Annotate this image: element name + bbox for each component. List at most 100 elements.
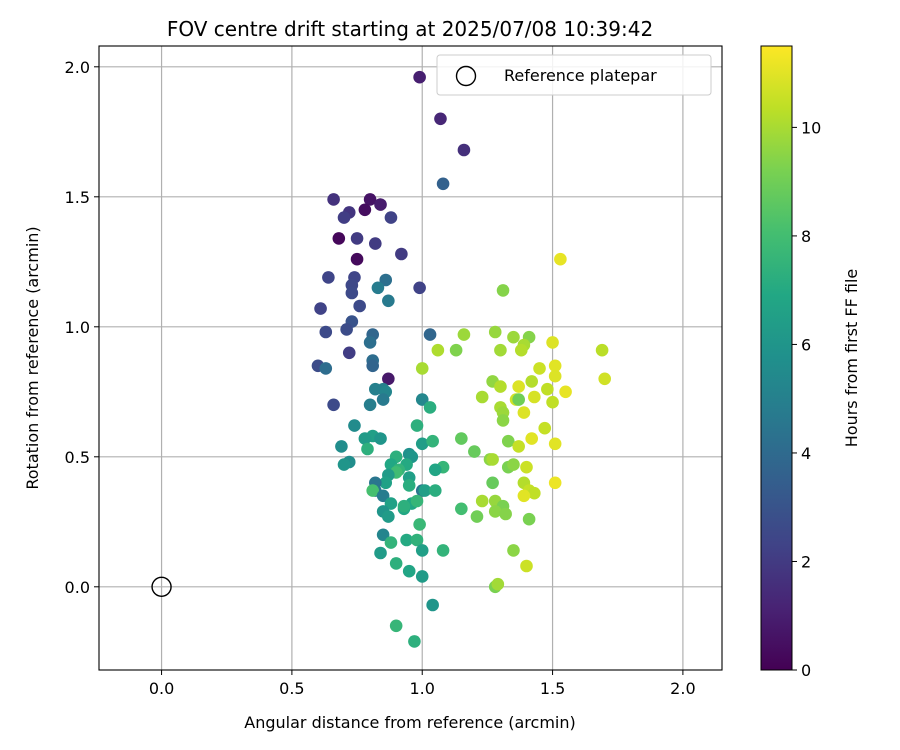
reference-marker-group bbox=[151, 576, 172, 597]
data-point-16 bbox=[322, 271, 335, 284]
data-point-82 bbox=[397, 499, 411, 513]
y-axis-ticks: 0.0 0.5 1.0 1.5 2.0 bbox=[65, 58, 99, 597]
data-point-125 bbox=[546, 395, 559, 409]
y-axis-title: Rotation from reference (arcmin) bbox=[23, 226, 42, 489]
data-point-70 bbox=[402, 479, 416, 492]
colorbar-label: Hours from first FF file bbox=[842, 269, 861, 448]
data-point-49 bbox=[374, 432, 387, 445]
data-point-132 bbox=[501, 434, 515, 448]
data-point-34 bbox=[366, 359, 380, 373]
data-point-114 bbox=[525, 375, 539, 388]
y-tick-label-2: 1.0 bbox=[65, 318, 90, 337]
data-point-13 bbox=[369, 237, 382, 250]
data-point-22 bbox=[413, 281, 426, 295]
data-point-51 bbox=[415, 437, 429, 451]
data-point-2 bbox=[457, 143, 471, 157]
data-point-141 bbox=[520, 460, 533, 474]
data-point-5 bbox=[363, 193, 377, 206]
data-point-7 bbox=[358, 203, 372, 217]
x-axis-title: Angular distance from reference (arcmin) bbox=[244, 713, 575, 732]
data-point-74 bbox=[418, 484, 432, 497]
colorbar-tick-label-4: 8 bbox=[801, 227, 811, 246]
data-point-12 bbox=[350, 232, 364, 245]
data-point-119 bbox=[541, 382, 554, 396]
data-point-153 bbox=[470, 510, 484, 523]
data-point-131 bbox=[525, 432, 539, 445]
data-point-107 bbox=[431, 343, 445, 357]
data-point-44 bbox=[415, 393, 429, 406]
data-point-117 bbox=[512, 380, 525, 393]
y-tick-label-4: 2.0 bbox=[65, 58, 90, 77]
data-point-28 bbox=[319, 325, 333, 339]
y-tick-label-0: 0.0 bbox=[65, 578, 90, 597]
data-point-76 bbox=[376, 489, 390, 503]
data-point-88 bbox=[400, 533, 413, 547]
plot-frame bbox=[98, 45, 723, 671]
data-point-53 bbox=[335, 440, 348, 453]
data-point-100 bbox=[488, 325, 502, 339]
data-point-36 bbox=[319, 362, 333, 375]
colorbar-tick-label-0: 0 bbox=[801, 661, 811, 680]
data-point-0 bbox=[413, 70, 426, 84]
data-point-25 bbox=[314, 302, 327, 315]
data-point-91 bbox=[415, 544, 429, 557]
data-point-43 bbox=[327, 398, 340, 412]
colorbar-tick-label-1: 2 bbox=[801, 552, 811, 571]
legend-reference-marker bbox=[455, 65, 477, 87]
x-tick-label-1: 0.5 bbox=[279, 679, 304, 698]
data-point-92 bbox=[436, 544, 450, 557]
data-point-135 bbox=[512, 440, 525, 453]
data-point-52 bbox=[426, 434, 439, 448]
data-point-97 bbox=[389, 619, 403, 633]
data-point-133 bbox=[455, 432, 468, 445]
data-point-129 bbox=[496, 414, 510, 427]
data-point-90 bbox=[374, 546, 387, 560]
data-point-108 bbox=[514, 343, 528, 357]
data-point-84 bbox=[413, 518, 426, 531]
data-point-1 bbox=[434, 112, 447, 126]
data-point-59 bbox=[337, 458, 351, 471]
data-point-75 bbox=[428, 484, 442, 497]
data-point-130 bbox=[538, 421, 552, 435]
data-point-152 bbox=[499, 507, 512, 521]
colorbar-tick-label-2: 4 bbox=[801, 444, 811, 463]
data-point-24 bbox=[353, 299, 366, 313]
data-point-99 bbox=[457, 328, 471, 341]
reference-platepar-marker bbox=[151, 576, 172, 597]
legend-label: Reference platepar bbox=[504, 66, 657, 85]
x-axis-ticks: 0.0 0.5 1.0 1.5 2.0 bbox=[149, 670, 696, 698]
data-point-98 bbox=[408, 635, 421, 648]
data-point-136 bbox=[468, 445, 481, 458]
data-point-41 bbox=[376, 393, 390, 406]
y-tick-label-1: 0.5 bbox=[65, 448, 90, 467]
data-point-23 bbox=[382, 294, 395, 308]
data-point-72 bbox=[366, 484, 380, 497]
data-points bbox=[311, 70, 611, 648]
data-point-32 bbox=[342, 346, 356, 360]
x-tick-label-2: 1.0 bbox=[410, 679, 435, 698]
data-point-81 bbox=[382, 510, 395, 523]
data-point-154 bbox=[522, 512, 536, 526]
data-point-93 bbox=[389, 557, 403, 570]
data-point-83 bbox=[410, 494, 424, 508]
data-point-21 bbox=[345, 286, 359, 300]
colorbar-ticks: 0 2 4 6 8 10 bbox=[792, 118, 821, 680]
data-point-42 bbox=[363, 398, 377, 412]
data-point-144 bbox=[486, 476, 499, 490]
data-point-120 bbox=[559, 385, 572, 399]
colorbar-gradient bbox=[761, 46, 792, 670]
data-point-101 bbox=[507, 330, 520, 344]
data-point-27 bbox=[340, 323, 353, 336]
colorbar-tick-label-5: 10 bbox=[801, 118, 821, 137]
data-point-11 bbox=[332, 232, 346, 245]
data-point-106 bbox=[449, 343, 463, 357]
data-point-128 bbox=[517, 406, 531, 419]
legend: Reference platepar bbox=[436, 54, 712, 96]
data-point-95 bbox=[415, 570, 429, 583]
data-point-148 bbox=[475, 494, 489, 508]
data-point-151 bbox=[488, 505, 502, 518]
data-point-111 bbox=[533, 362, 546, 375]
data-point-159 bbox=[496, 284, 510, 297]
data-point-50 bbox=[358, 432, 372, 445]
data-point-140 bbox=[507, 458, 520, 471]
